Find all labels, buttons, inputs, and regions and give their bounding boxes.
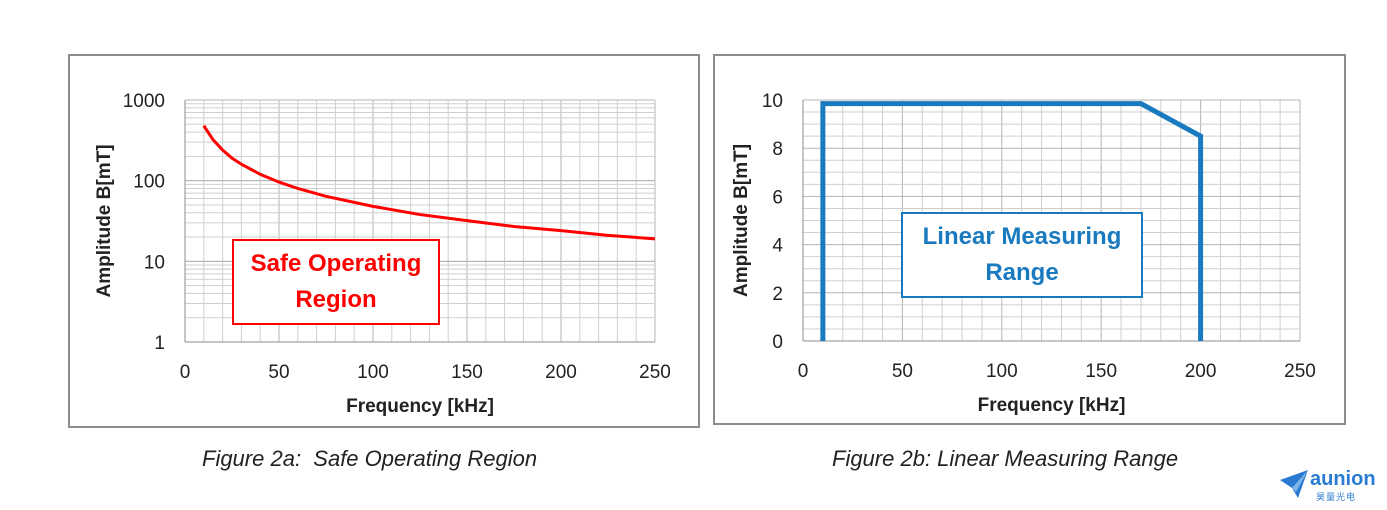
x-tick-label: 200 (545, 362, 577, 383)
chart-b-svg: 0 50 100 150 200 250 0 2 4 6 8 10 Frequency [kHz] Amp… (731, 91, 1316, 416)
x-tick-label: 0 (798, 361, 809, 382)
x-axis-title: Frequency [kHz] (346, 396, 494, 417)
y-tick-label: 10 (762, 91, 783, 112)
figure-caption-b: Figure 2b: Linear Measuring Range (832, 446, 1179, 471)
y-axis-title: Amplitude B[mT] (94, 144, 115, 297)
x-tick-label: 50 (892, 361, 913, 382)
x-axis-title: Frequency [kHz] (978, 395, 1126, 416)
y-tick-label: 10 (144, 252, 165, 273)
annotation-a-text: Safe Operating Region (250, 250, 422, 313)
x-tick-label: 200 (1185, 361, 1217, 382)
y-tick-label: 4 (772, 236, 783, 257)
x-tick-label: 150 (1085, 361, 1117, 382)
x-tick-label: 50 (268, 362, 289, 383)
x-tick-label: 0 (180, 362, 191, 383)
x-tick-label: 250 (1284, 361, 1316, 382)
y-tick-label: 0 (772, 332, 783, 353)
x-tick-label: 100 (986, 361, 1018, 382)
safe-operating-region-annotation: Safe Operating Region (232, 239, 440, 325)
annotation-b-text: Linear Measuring Range (922, 223, 1122, 286)
figure-caption-a: Figure 2a: Safe Operating Region (202, 446, 538, 471)
chart-panel-a: 0 50 100 150 200 250 1 10 100 1000 Frequency [kHz]… (68, 54, 700, 428)
y-axis-title: Amplitude B[mT] (731, 144, 752, 297)
y-tick-label: 2 (772, 284, 783, 305)
paper-plane-icon (1280, 470, 1308, 498)
y-tick-label: 8 (772, 139, 783, 160)
y-tick-label: 1000 (123, 91, 165, 112)
x-tick-label: 250 (639, 362, 671, 383)
x-tick-label: 150 (451, 362, 483, 383)
chart-panel-b: 0 50 100 150 200 250 0 2 4 6 8 10 Frequency [kHz] Amp… (713, 54, 1346, 425)
y-tick-label: 100 (133, 172, 165, 193)
x-tick-label: 100 (357, 362, 389, 383)
logo-subtext: 昊量光电 (1316, 493, 1357, 503)
linear-measuring-range-annotation: Linear Measuring Range (901, 212, 1143, 298)
y-tick-label: 6 (772, 187, 783, 208)
logo-text: aunion (1310, 468, 1376, 490)
series-line (820, 101, 1204, 341)
y-tick-label: 1 (154, 333, 165, 354)
series-line (202, 124, 656, 241)
chart-a-svg: 0 50 100 150 200 250 1 10 100 1000 Frequency [kHz]… (94, 91, 671, 417)
